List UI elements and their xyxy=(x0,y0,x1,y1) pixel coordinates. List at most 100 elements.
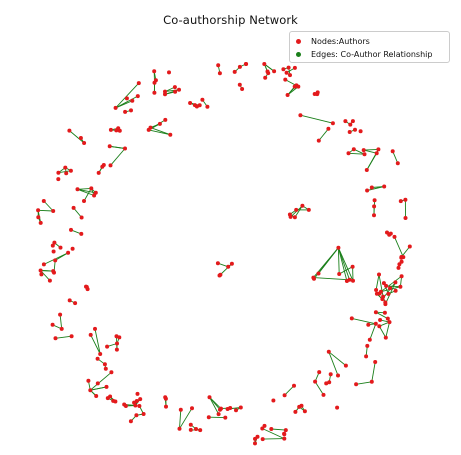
author-node xyxy=(152,80,157,85)
author-node xyxy=(163,92,167,97)
author-node xyxy=(52,240,57,245)
author-node xyxy=(177,426,182,431)
author-node xyxy=(79,215,84,220)
legend-label-nodes: Nodes:Authors xyxy=(311,36,370,46)
author-node xyxy=(82,199,86,203)
author-node xyxy=(86,378,91,383)
author-node xyxy=(56,170,61,175)
author-node xyxy=(95,356,100,361)
author-node xyxy=(238,405,243,410)
author-node xyxy=(197,103,202,108)
author-node xyxy=(167,70,171,75)
author-node xyxy=(372,213,376,218)
author-node xyxy=(374,151,379,156)
author-node xyxy=(347,130,352,134)
co-author-edge xyxy=(369,323,377,340)
author-node xyxy=(387,320,392,325)
author-node xyxy=(292,215,297,220)
co-author-edge xyxy=(363,149,377,154)
author-node xyxy=(358,129,363,134)
author-node xyxy=(95,381,100,386)
author-node xyxy=(350,264,355,269)
legend-item-nodes: Nodes:Authors xyxy=(296,35,370,47)
author-node xyxy=(343,363,348,368)
author-node xyxy=(41,199,46,203)
author-node xyxy=(377,324,382,329)
author-node xyxy=(366,322,371,327)
author-node xyxy=(188,101,193,105)
author-node xyxy=(316,138,321,143)
author-node xyxy=(98,352,103,356)
author-node xyxy=(71,205,76,210)
author-node xyxy=(51,209,56,213)
author-node xyxy=(164,404,168,409)
co-author-edge xyxy=(271,428,286,431)
author-node xyxy=(123,146,127,151)
author-node xyxy=(41,262,46,267)
author-node xyxy=(344,279,349,283)
author-node xyxy=(317,370,322,375)
author-node xyxy=(39,272,44,277)
author-node xyxy=(163,395,168,400)
co-author-edge xyxy=(371,186,385,188)
author-node xyxy=(134,413,139,418)
author-node xyxy=(294,207,299,212)
author-node xyxy=(266,71,271,76)
author-node xyxy=(300,203,305,208)
author-node xyxy=(243,62,248,66)
author-node xyxy=(79,231,84,236)
author-node xyxy=(69,334,74,339)
author-node xyxy=(115,341,119,346)
author-node xyxy=(302,409,307,414)
author-node xyxy=(88,388,93,393)
author-node xyxy=(108,394,113,399)
author-node xyxy=(82,141,87,145)
co-author-edge xyxy=(378,325,387,338)
co-author-edge xyxy=(300,114,334,124)
legend-node-marker-icon xyxy=(296,38,301,44)
co-author-edge xyxy=(59,314,63,329)
author-node xyxy=(335,405,340,410)
author-node xyxy=(108,163,113,168)
author-node xyxy=(292,65,297,70)
author-node xyxy=(223,415,228,420)
author-node xyxy=(190,406,194,411)
author-node xyxy=(188,427,193,432)
co-author-edge xyxy=(284,385,295,396)
author-node xyxy=(124,96,129,101)
co-author-edge xyxy=(90,371,112,391)
author-node xyxy=(283,77,288,82)
author-node xyxy=(388,286,392,291)
co-author-edge xyxy=(337,247,348,282)
author-node xyxy=(64,171,69,176)
author-node xyxy=(168,132,173,137)
author-node xyxy=(376,147,381,152)
author-node xyxy=(372,198,377,203)
author-node xyxy=(128,419,133,424)
co-author-edge xyxy=(40,270,51,281)
author-node xyxy=(284,70,289,75)
author-node xyxy=(271,398,276,403)
author-node xyxy=(100,164,105,169)
author-node xyxy=(299,403,304,408)
author-node xyxy=(382,184,387,189)
co-author-edge xyxy=(179,407,193,429)
author-node xyxy=(337,272,342,276)
co-author-edge xyxy=(375,311,389,319)
author-node xyxy=(92,193,97,198)
author-node xyxy=(114,347,119,352)
co-author-edge xyxy=(392,151,399,164)
author-node xyxy=(38,268,43,273)
co-author-edge xyxy=(366,152,378,171)
co-author-edge xyxy=(90,386,107,391)
co-author-edge xyxy=(313,277,350,281)
co-author-edge xyxy=(337,247,350,280)
author-node xyxy=(216,63,221,68)
author-node xyxy=(177,87,181,92)
author-node xyxy=(157,121,162,126)
author-node xyxy=(135,94,140,99)
author-node xyxy=(58,245,63,250)
author-node xyxy=(122,402,127,407)
author-node xyxy=(255,434,260,439)
legend: Nodes:Authors Edges: Co-Author Relations… xyxy=(289,31,450,63)
